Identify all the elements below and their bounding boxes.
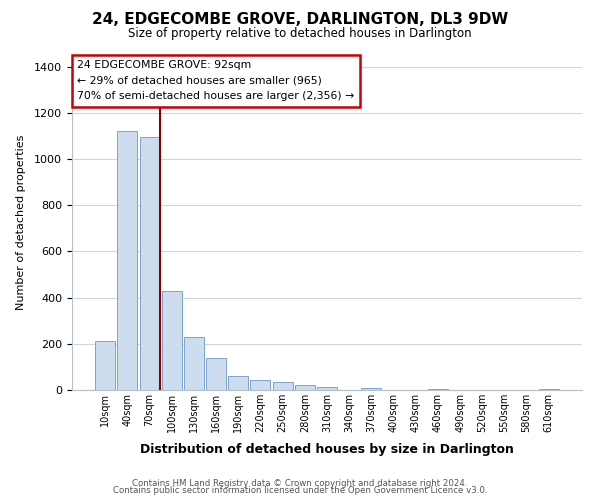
Bar <box>250 380 271 390</box>
Bar <box>272 382 293 390</box>
Bar <box>361 388 382 390</box>
Bar <box>206 358 226 390</box>
Bar <box>140 137 160 390</box>
Bar <box>95 342 115 390</box>
Text: Size of property relative to detached houses in Darlington: Size of property relative to detached ho… <box>128 28 472 40</box>
Bar <box>295 386 315 390</box>
Bar <box>184 337 204 390</box>
X-axis label: Distribution of detached houses by size in Darlington: Distribution of detached houses by size … <box>140 444 514 456</box>
Bar <box>539 389 559 390</box>
Text: 24 EDGECOMBE GROVE: 92sqm
← 29% of detached houses are smaller (965)
70% of semi: 24 EDGECOMBE GROVE: 92sqm ← 29% of detac… <box>77 60 355 101</box>
Text: 24, EDGECOMBE GROVE, DARLINGTON, DL3 9DW: 24, EDGECOMBE GROVE, DARLINGTON, DL3 9DW <box>92 12 508 28</box>
Bar <box>228 376 248 390</box>
Bar <box>162 290 182 390</box>
Bar <box>428 389 448 390</box>
Y-axis label: Number of detached properties: Number of detached properties <box>16 135 26 310</box>
Bar <box>118 131 137 390</box>
Text: Contains HM Land Registry data © Crown copyright and database right 2024.: Contains HM Land Registry data © Crown c… <box>132 478 468 488</box>
Text: Contains public sector information licensed under the Open Government Licence v3: Contains public sector information licen… <box>113 486 487 495</box>
Bar <box>317 387 337 390</box>
